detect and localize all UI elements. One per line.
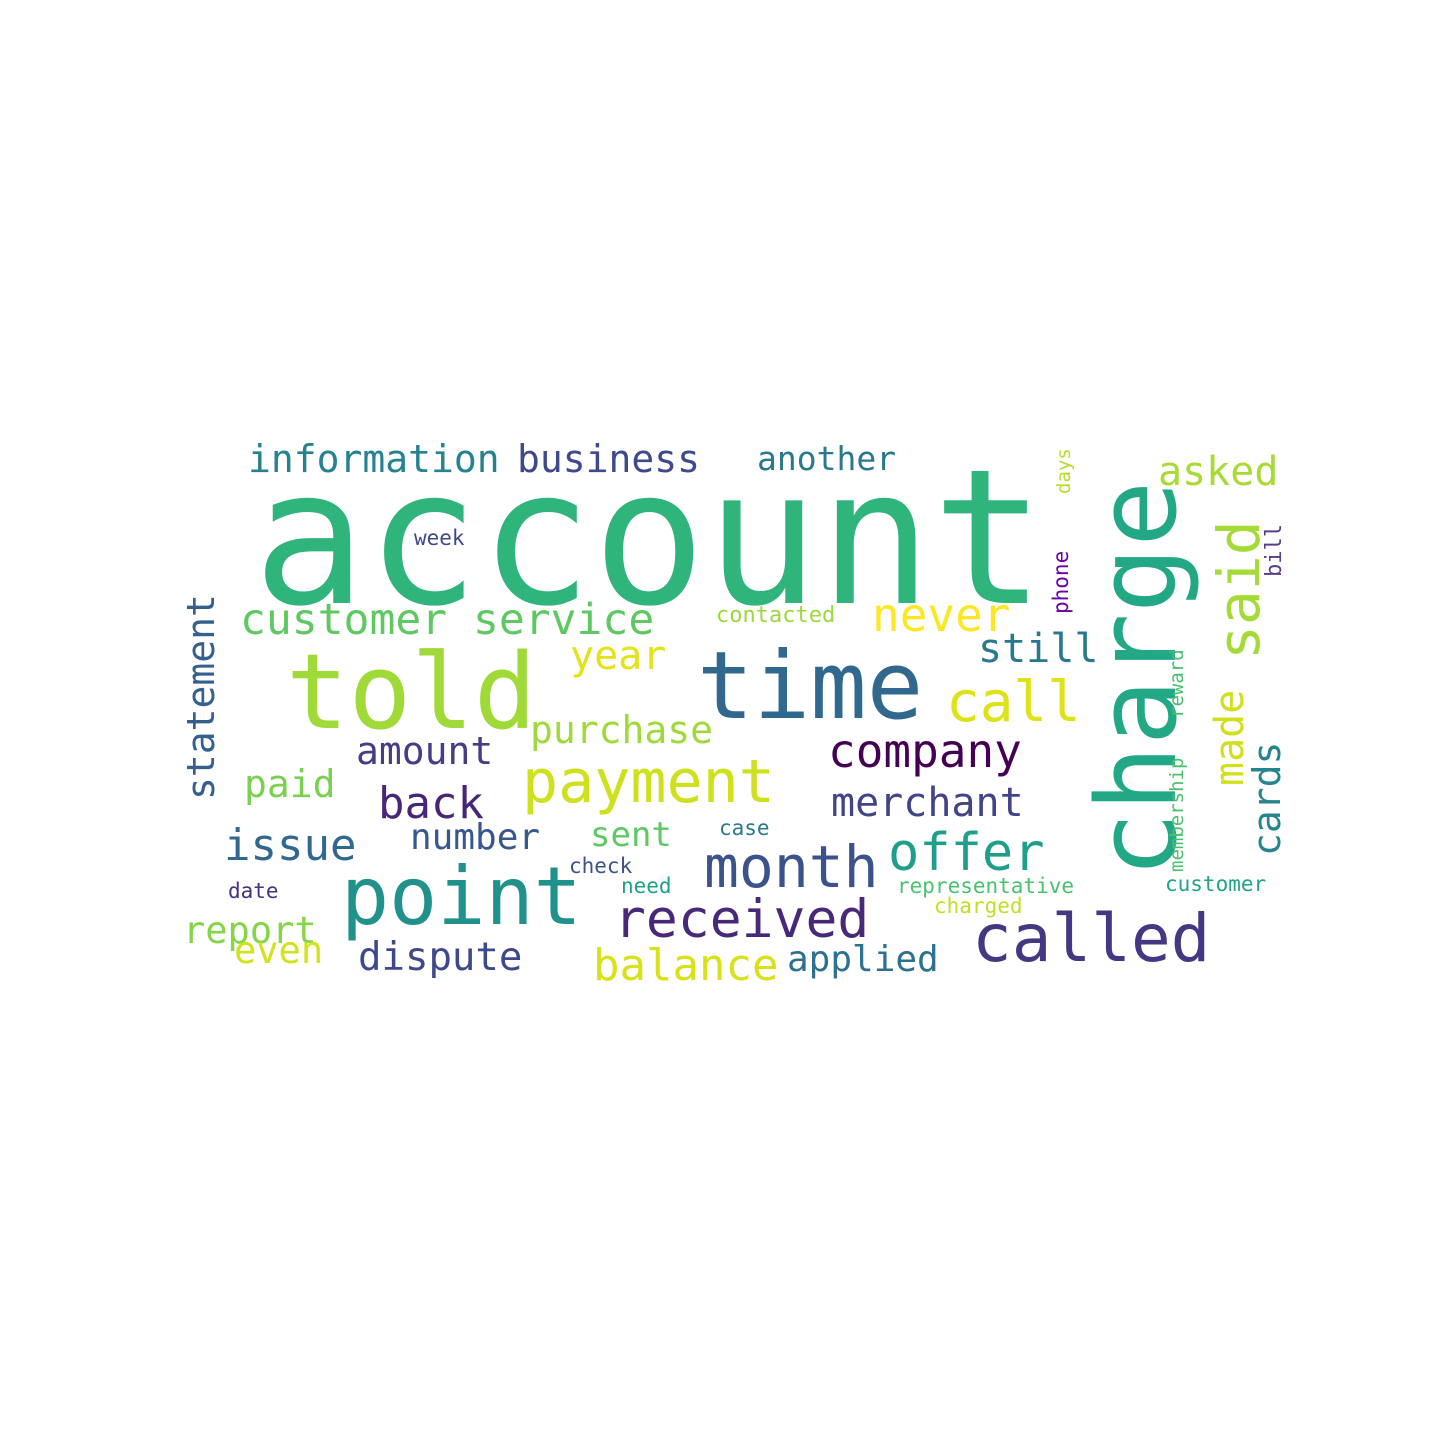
word-made: made: [1207, 689, 1253, 786]
word-membership: membership: [1166, 757, 1188, 872]
word-check: check: [569, 854, 633, 878]
word-reward: reward: [1166, 649, 1188, 718]
word-said: said: [1205, 520, 1273, 660]
word-bill: bill: [1262, 524, 1287, 577]
word-information: information: [248, 437, 500, 481]
word-business: business: [517, 437, 701, 481]
word-offer: offer: [888, 823, 1045, 883]
word-amount: amount: [356, 729, 494, 773]
word-back: back: [378, 778, 484, 829]
word-never: never: [872, 588, 1011, 642]
word-even: even: [234, 929, 324, 972]
word-purchase: purchase: [530, 708, 714, 752]
word-week: week: [414, 526, 465, 550]
word-payment: payment: [522, 747, 775, 817]
word-number: number: [410, 817, 541, 858]
word-issue: issue: [224, 820, 357, 871]
word-merchant: merchant: [831, 780, 1024, 826]
word-time: time: [697, 632, 924, 741]
word-charged: charged: [934, 894, 1023, 918]
word-told: told: [286, 631, 537, 753]
word-month: month: [704, 833, 879, 901]
word-sent: sent: [590, 815, 672, 855]
word-contacted: contacted: [716, 603, 836, 628]
word-customer: customer: [1165, 872, 1267, 896]
word-days: days: [1053, 448, 1075, 494]
word-called: called: [972, 900, 1211, 977]
word-paid: paid: [244, 762, 336, 806]
word-account: account: [253, 429, 1046, 648]
word-received: received: [614, 889, 870, 950]
word-applied: applied: [787, 939, 939, 980]
word-another: another: [757, 439, 897, 478]
word-case: case: [719, 816, 770, 840]
word-still: still: [978, 626, 1099, 672]
word-year: year: [570, 633, 667, 679]
word-date: date: [228, 879, 279, 903]
word-dispute: dispute: [358, 935, 523, 980]
word-need: need: [621, 874, 672, 898]
word-report: report: [183, 909, 317, 952]
word-point: point: [341, 850, 582, 943]
word-call: call: [946, 670, 1081, 735]
word-cards: cards: [1245, 741, 1289, 856]
word-statement: statement: [179, 594, 223, 800]
word-company: company: [828, 724, 1022, 778]
word-balance: balance: [593, 940, 779, 991]
word-phone: phone: [1049, 550, 1073, 614]
word-customer-service: customer service: [240, 595, 655, 645]
word-asked: asked: [1158, 449, 1279, 495]
word-representative: representative: [897, 874, 1075, 898]
